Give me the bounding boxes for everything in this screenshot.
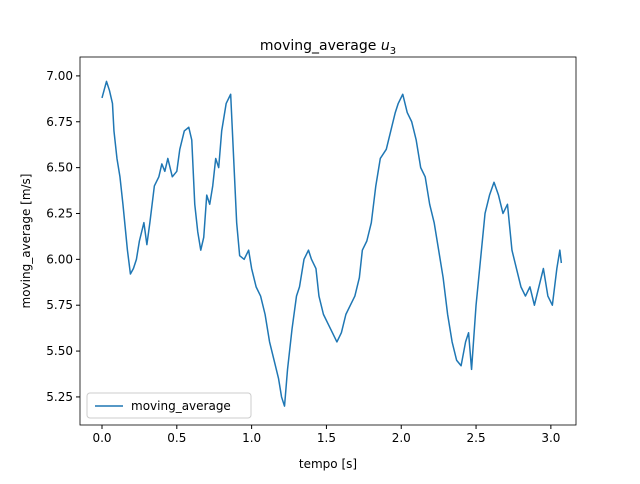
x-tick-label: 3.0 (541, 431, 560, 445)
x-tick-label: 2.5 (467, 431, 486, 445)
y-tick-label: 6.00 (46, 252, 73, 266)
plot-frame (79, 56, 577, 426)
y-tick-label: 5.25 (46, 390, 73, 404)
x-tick-label: 2.0 (392, 431, 411, 445)
x-tick-label: 0.5 (167, 431, 186, 445)
y-tick-label: 5.75 (46, 298, 73, 312)
data-line (101, 80, 563, 407)
title-text: moving_average (260, 38, 376, 54)
y-tick-label: 6.50 (46, 161, 73, 175)
legend-label: moving_average (131, 399, 231, 413)
y-tick-label: 6.75 (46, 115, 73, 129)
title-math: u (381, 38, 390, 54)
y-tick-label: 7.00 (46, 69, 73, 83)
x-tick-label: 0.0 (92, 431, 111, 445)
x-tick-label: 1.0 (242, 431, 261, 445)
title-sub: 3 (390, 46, 396, 57)
y-tick-label: 5.50 (46, 344, 73, 358)
legend-box (86, 392, 252, 419)
x-tick-label: 1.5 (317, 431, 336, 445)
chart-title: moving_average u3 (260, 38, 396, 57)
x-axis-label: tempo [s] (299, 457, 357, 471)
y-axis-label: moving_average [m/s] (19, 174, 33, 309)
y-tick-label: 6.25 (46, 206, 73, 220)
